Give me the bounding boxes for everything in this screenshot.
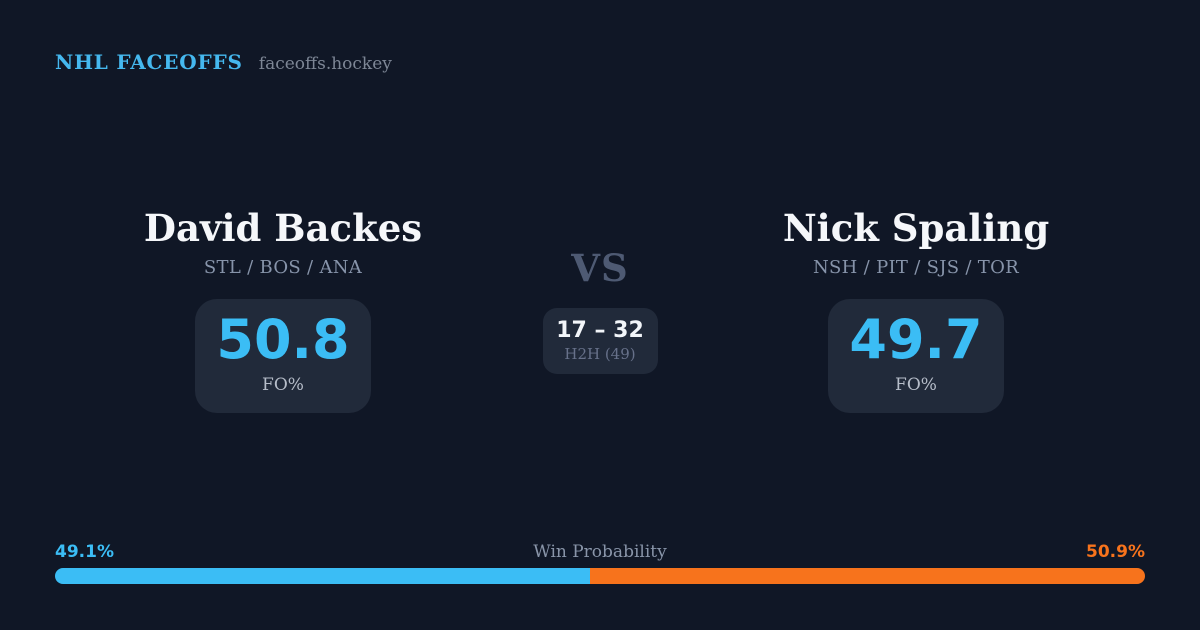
win-probability-labels: 49.1% Win Probability 50.9%	[55, 542, 1145, 562]
brand-title: NHL FACEOFFS	[55, 50, 243, 74]
win-probability-title: Win Probability	[533, 542, 667, 562]
win-probability-right-percent: 50.9%	[1086, 542, 1145, 562]
header: NHL FACEOFFS faceoffs.hockey	[55, 50, 392, 74]
player-right-section: Nick Spaling NSH / PIT / SJS / TOR 49.7 …	[746, 206, 1086, 414]
player-right-teams: NSH / PIT / SJS / TOR	[812, 257, 1020, 279]
site-url: faceoffs.hockey	[258, 54, 392, 74]
matchup-section: VS 17 – 32 H2H (49)	[500, 250, 700, 374]
player-left-stat-card: 50.8 FO%	[195, 299, 371, 414]
player-left-section: David Backes STL / BOS / ANA 50.8 FO%	[113, 206, 453, 414]
player-left-teams: STL / BOS / ANA	[203, 257, 363, 279]
h2h-score: 17 – 32	[556, 318, 644, 343]
win-probability-bar-right-segment	[590, 568, 1145, 584]
player-left-stat-label: FO%	[262, 375, 304, 396]
win-probability-bar	[55, 568, 1145, 584]
h2h-card: 17 – 32 H2H (49)	[542, 308, 658, 374]
player-right-stat-card: 49.7 FO%	[828, 299, 1004, 414]
player-right-stat-label: FO%	[895, 375, 937, 396]
h2h-label: H2H (49)	[564, 345, 636, 364]
win-probability-left-percent: 49.1%	[55, 542, 114, 562]
vs-label: VS	[571, 246, 629, 290]
player-right-fo-percent: 49.7	[849, 308, 983, 372]
player-right-name: Nick Spaling	[782, 206, 1050, 250]
player-left-name: David Backes	[143, 206, 423, 250]
player-left-fo-percent: 50.8	[216, 308, 350, 372]
win-probability-bar-left-segment	[55, 568, 591, 584]
